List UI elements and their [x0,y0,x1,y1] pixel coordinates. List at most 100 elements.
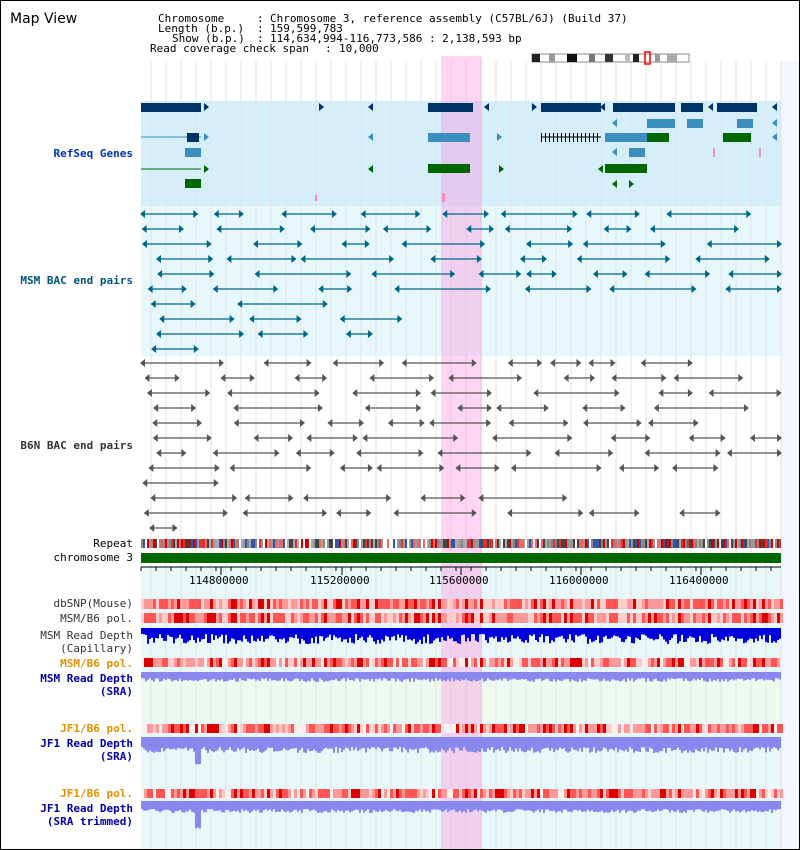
read-depth-bar [549,672,551,682]
repeat-mark [745,539,747,548]
read-depth-bar [229,737,231,748]
polymorphism-cell [480,724,483,733]
read-depth-bar [719,672,721,682]
track-label-msm-depth-cap[interactable]: MSM Read Depth [40,629,133,642]
read-depth-bar [277,737,279,752]
polymorphism-cell [540,658,543,667]
strand-arrow-icon [279,225,285,233]
polymorphism-cell [204,724,207,733]
polymorphism-cell [306,658,309,667]
read-depth-bar [231,737,233,751]
track-label-msm-bac[interactable]: MSM BAC end pairs [20,274,133,287]
strand-arrow-icon [554,449,560,457]
polymorphism-cell [168,613,171,623]
axis-tick-label: 114800000 [189,574,249,587]
read-depth-bar [355,628,357,635]
read-depth-bar [385,628,387,636]
read-depth-bar [593,628,595,642]
read-depth-bar [531,737,533,748]
read-depth-bar [183,737,185,749]
read-depth-bar [371,737,373,748]
track-label-jf1-pol-2[interactable]: JF1/B6 pol. [60,787,133,800]
polymorphism-cell [603,789,606,798]
track-label-dbsnp[interactable]: dbSNP(Mouse) [53,597,133,610]
read-depth-bar [691,672,693,681]
polymorphism-cell [225,658,228,667]
read-depth-bar [467,628,469,638]
read-depth-bar [507,801,509,812]
read-depth-bar [241,737,243,749]
track-label-msm-pol-1[interactable]: MSM/B6 pol. [60,612,133,625]
polymorphism-cell [198,789,201,798]
strand-arrow-icon [159,315,165,323]
track-label-refseq[interactable]: RefSeq Genes [53,147,133,160]
polymorphism-cell [396,789,399,798]
read-depth-bar [493,801,495,810]
polymorphism-cell [288,789,291,798]
polymorphism-cell [183,658,186,667]
polymorphism-cell [354,658,357,667]
polymorphism-cell [657,658,660,667]
polymorphism-cell [381,613,384,623]
repeat-mark [243,539,245,548]
polymorphism-cell [609,599,612,609]
polymorphism-cell [177,724,180,733]
track-label-jf1-depth-2[interactable]: JF1 Read Depth [40,802,133,815]
read-depth-bar [453,628,455,642]
read-depth-bar [375,801,377,812]
polymorphism-cell [339,599,342,609]
polymorphism-cell [192,613,195,623]
grid-lines [150,61,782,849]
read-depth-bar [205,628,207,635]
read-depth-bar [315,628,317,637]
read-depth-bar [301,737,303,748]
read-depth-bar [333,628,335,636]
strand-arrow-icon [359,419,365,427]
polymorphism-cell [387,599,390,609]
read-depth-bar [659,737,661,752]
polymorphism-cell [531,599,534,609]
polymorphism-cell [192,658,195,667]
read-depth-bar [393,801,395,810]
polymorphism-cell [360,789,363,798]
read-depth-bar [553,628,555,642]
repeat-mark [157,539,159,548]
repeat-mark [443,539,445,548]
polymorphism-cell [144,658,147,667]
polymorphism-cell [528,613,531,623]
strand-arrow-icon [191,404,197,412]
read-depth-bar [771,628,773,643]
read-depth-bar [213,672,215,679]
polymorphism-cell [435,724,438,733]
read-depth-bar [735,672,737,680]
read-depth-bar [375,628,377,644]
read-depth-bar [253,801,255,810]
read-depth-bar [219,801,221,811]
track-label-b6n-bac[interactable]: B6N BAC end pairs [20,439,133,452]
polymorphism-cell [516,658,519,667]
track-label-repeat[interactable]: Repeat [93,537,133,550]
polymorphism-cell [156,599,159,609]
repeat-mark [557,539,559,548]
track-label-jf1-depth-1[interactable]: JF1 Read Depth [40,737,133,750]
polymorphism-cell [723,658,726,667]
polymorphism-cell [399,613,402,623]
polymorphism-cell [204,658,207,667]
track-label-msm-depth-sra[interactable]: MSM Read Depth [40,672,133,685]
polymorphism-cell [384,658,387,667]
track-label-msm-pol-2[interactable]: MSM/B6 pol. [60,657,133,670]
read-depth-bar [751,672,753,679]
read-depth-bar [427,672,429,679]
read-depth-bar [629,737,631,748]
read-depth-bar [683,737,685,752]
polymorphism-cell [369,613,372,623]
strand-arrow-icon [497,133,502,141]
track-label-jf1-pol-1[interactable]: JF1/B6 pol. [60,722,133,735]
read-depth-bar [709,737,711,750]
read-depth-bar [383,672,385,679]
read-depth-bar [255,737,257,751]
polymorphism-cell [450,658,453,667]
polymorphism-cell [651,599,654,609]
polymorphism-cell [219,789,222,798]
